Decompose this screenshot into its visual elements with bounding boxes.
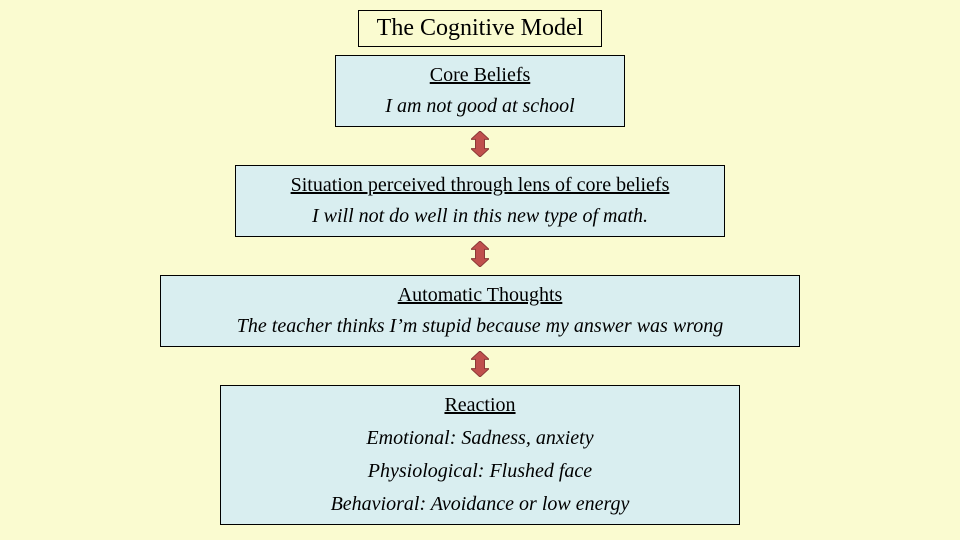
diagram-stack: Core Beliefs I am not good at school Situa… (160, 47, 800, 525)
diagram-block-0: Core Beliefs I am not good at school (335, 55, 625, 127)
title-text: The Cognitive Model (377, 15, 584, 41)
block-line: Behavioral: Avoidance or low energy (235, 493, 725, 516)
block-line: Emotional: Sadness, anxiety (235, 427, 725, 450)
block-line: I am not good at school (350, 95, 610, 118)
block-heading: Core Beliefs (350, 64, 610, 87)
diagram-block-3: Reaction Emotional: Sadness, anxiety Physi… (220, 385, 740, 525)
block-line: The teacher thinks I’m stupid because my… (175, 315, 785, 338)
block-line: Physiological: Flushed face (235, 460, 725, 483)
diagram-block-2: Automatic Thoughts The teacher thinks I’m… (160, 275, 800, 347)
block-line: I will not do well in this new type of m… (250, 205, 710, 228)
double-arrow-icon (471, 241, 489, 267)
block-heading: Automatic Thoughts (175, 284, 785, 307)
double-arrow-icon (471, 131, 489, 157)
block-heading: Situation perceived through lens of core… (250, 174, 710, 197)
block-heading: Reaction (235, 394, 725, 417)
page-title: The Cognitive Model (358, 10, 603, 47)
diagram-block-1: Situation perceived through lens of core… (235, 165, 725, 237)
double-arrow-icon (471, 351, 489, 377)
